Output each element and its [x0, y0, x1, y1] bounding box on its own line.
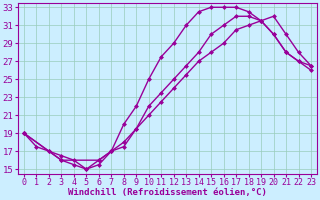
X-axis label: Windchill (Refroidissement éolien,°C): Windchill (Refroidissement éolien,°C) — [68, 188, 267, 197]
